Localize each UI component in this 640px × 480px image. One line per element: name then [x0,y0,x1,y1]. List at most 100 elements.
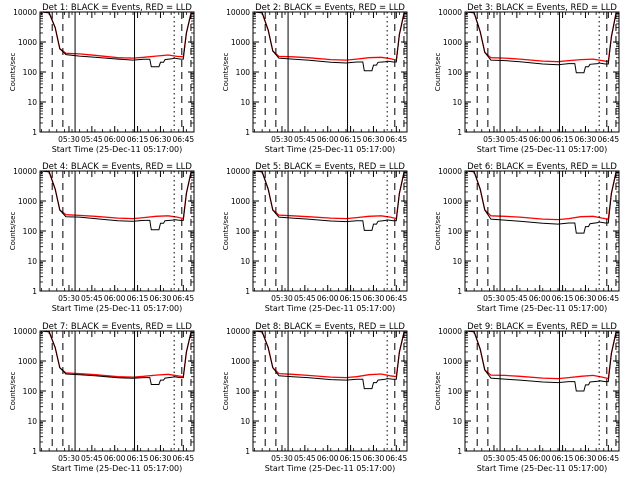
y-tick-label: 100 [23,68,38,77]
series-line-events [254,12,407,72]
series-line-lld [254,331,407,379]
x-tick-label: 05:45 [81,454,103,463]
plot-area [254,12,407,72]
chart-panel-5: 1 10 100 1000 10000 05:30 05:45 06:00 06:15 06:30… [222,162,408,313]
x-tick-label: 05:45 [506,454,528,463]
series-line-lld [41,171,194,220]
y-tick-label: 10 [27,98,37,107]
chart-panel-6: 1 10 100 1000 10000 05:30 05:45 06:00 06:15 06:30… [434,162,620,313]
x-tick-label: 06:30 [363,294,385,303]
x-tick-label: 06:15 [552,454,574,463]
y-axis-label: Counts/sec [434,212,442,251]
plot-area [254,331,407,390]
x-tick-label: 06:45 [598,135,620,144]
y-tick-label: 1 [32,447,37,456]
y-tick-label: 1 [245,287,250,296]
plot-area [41,331,194,385]
x-tick-label: 06:00 [529,454,551,463]
y-tick-label: 1000 [18,38,37,47]
x-tick-label: 06:00 [317,135,339,144]
chart-title: Det 7: BLACK = Events, RED = LLD [42,322,192,332]
y-tick-label: 100 [236,227,251,236]
x-tick-label: 06:45 [386,135,408,144]
chart-title: Det 4: BLACK = Events, RED = LLD [42,162,192,172]
x-axis-label: Start Time (25-Dec-11 05:17:00) [265,145,396,154]
y-tick-label: 10 [452,98,462,107]
y-tick-label: 1000 [443,38,462,47]
series-line-events [254,171,407,231]
x-tick-label: 05:30 [58,454,80,463]
y-tick-label: 10 [240,257,250,266]
x-tick-label: 06:30 [575,294,597,303]
chart-title: Det 8: BLACK = Events, RED = LLD [255,322,405,332]
y-axis-label: Counts/sec [222,372,230,411]
x-tick-label: 06:45 [173,135,195,144]
chart-title: Det 2: BLACK = Events, RED = LLD [255,3,405,13]
series-line-events [466,331,619,392]
y-tick-label: 1 [245,447,250,456]
y-tick-label: 100 [448,387,463,396]
x-tick-label: 06:00 [317,294,339,303]
x-tick-label: 06:30 [363,135,385,144]
y-tick-label: 10000 [226,327,250,336]
x-tick-label: 05:30 [483,454,505,463]
x-tick-label: 05:45 [506,294,528,303]
y-tick-label: 10000 [13,327,37,336]
x-tick-label: 05:30 [271,294,293,303]
chart-panel-7: 1 10 100 1000 10000 05:30 05:45 06:00 06:15 06:30… [9,322,195,473]
y-tick-label: 1000 [443,357,462,366]
series-line-lld [466,12,619,63]
chart-panel-1: 1 10 100 1000 10000 05:30 05:45 06:00 06:15 06:30… [9,3,195,154]
y-tick-label: 100 [448,68,463,77]
plot-area [466,12,619,74]
y-tick-label: 1 [457,128,462,137]
y-tick-label: 1 [457,287,462,296]
x-tick-label: 06:45 [173,454,195,463]
chart-panel-9: 1 10 100 1000 10000 05:30 05:45 06:00 06:15 06:30… [434,322,620,473]
x-tick-label: 06:45 [598,454,620,463]
y-tick-label: 10000 [438,167,462,176]
y-tick-label: 10000 [438,8,462,17]
x-axis-label: Start Time (25-Dec-11 05:17:00) [52,464,183,473]
x-tick-label: 05:45 [81,294,103,303]
x-tick-label: 06:30 [150,454,172,463]
series-line-lld [254,171,407,220]
x-tick-label: 05:45 [294,135,316,144]
chart-title: Det 3: BLACK = Events, RED = LLD [467,3,617,13]
x-tick-label: 06:30 [575,135,597,144]
y-tick-label: 10000 [226,167,250,176]
y-tick-label: 10000 [226,8,250,17]
x-tick-label: 06:15 [552,294,574,303]
series-line-events [41,12,194,68]
x-tick-label: 06:00 [104,294,126,303]
x-tick-label: 06:15 [552,135,574,144]
x-axis-label: Start Time (25-Dec-11 05:17:00) [52,304,183,313]
y-tick-label: 10000 [13,8,37,17]
x-tick-label: 06:45 [386,454,408,463]
y-tick-label: 100 [448,227,463,236]
plot-area [41,171,194,231]
series-line-events [466,12,619,74]
series-line-lld [41,331,194,378]
y-tick-label: 10 [452,417,462,426]
x-tick-label: 06:00 [104,135,126,144]
y-axis-label: Counts/sec [9,372,17,411]
y-tick-label: 10000 [13,167,37,176]
plot-area [254,171,407,231]
x-axis-label: Start Time (25-Dec-11 05:17:00) [477,145,608,154]
x-tick-label: 05:45 [294,454,316,463]
x-tick-label: 06:30 [150,135,172,144]
series-line-lld [466,331,619,380]
y-tick-label: 100 [23,227,38,236]
x-axis-label: Start Time (25-Dec-11 05:17:00) [265,304,396,313]
y-tick-label: 1 [32,287,37,296]
x-tick-label: 05:45 [506,135,528,144]
series-line-lld [254,12,407,61]
y-tick-label: 100 [23,387,38,396]
x-axis-label: Start Time (25-Dec-11 05:17:00) [265,464,396,473]
y-axis-label: Counts/sec [434,372,442,411]
y-axis-label: Counts/sec [434,53,442,92]
x-tick-label: 06:30 [575,454,597,463]
y-tick-label: 100 [236,387,251,396]
